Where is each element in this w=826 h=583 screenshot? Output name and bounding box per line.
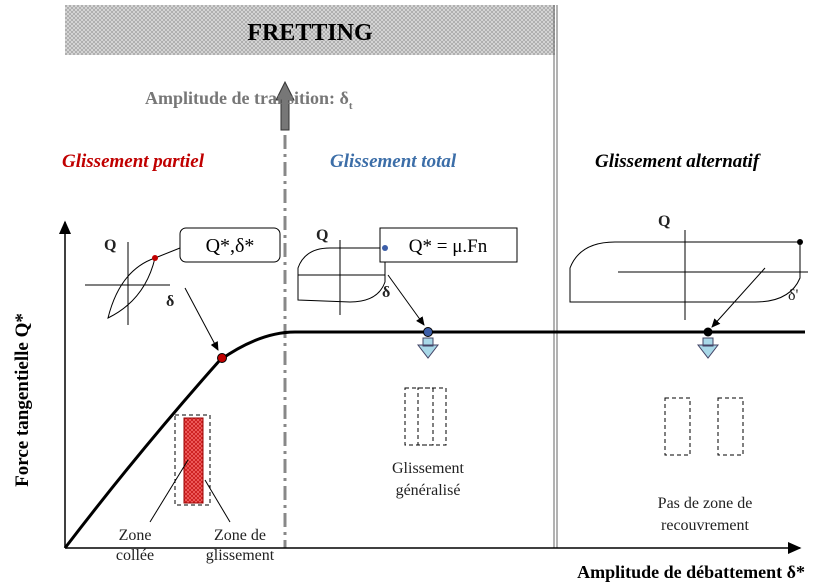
stuck-zone bbox=[183, 417, 204, 504]
general-label: Glissement généralisé bbox=[392, 460, 465, 499]
loop-box: Q* = μ.Fn bbox=[409, 236, 488, 257]
contact-zone bbox=[174, 414, 211, 506]
regime-total: Glissement total bbox=[330, 151, 457, 172]
line: généralisé bbox=[396, 482, 461, 499]
header-band bbox=[65, 5, 555, 55]
point-total bbox=[423, 327, 433, 337]
loop-d: δ' bbox=[788, 287, 799, 304]
loop-total bbox=[297, 227, 518, 326]
line: collée bbox=[116, 547, 154, 564]
regime-alternating: Glissement alternatif bbox=[595, 151, 761, 172]
transition-arrow bbox=[275, 80, 295, 131]
line: Zone bbox=[119, 527, 152, 544]
down-arrow bbox=[696, 337, 720, 359]
loop-d: δ bbox=[382, 284, 390, 301]
loop-q: Q bbox=[316, 227, 328, 244]
loop-box: Q*,δ* bbox=[206, 235, 255, 257]
slip-label: Zone de glissement bbox=[206, 527, 275, 564]
line: recouvrement bbox=[661, 517, 750, 534]
line: Pas de zone de bbox=[658, 495, 753, 512]
loop-dot bbox=[797, 239, 803, 245]
leader bbox=[204, 479, 231, 523]
curve bbox=[63, 330, 805, 549]
line: Glissement bbox=[392, 460, 465, 477]
point-partial bbox=[217, 353, 227, 363]
contact-zone bbox=[417, 387, 447, 446]
line: glissement bbox=[206, 547, 275, 564]
loop-dot bbox=[152, 255, 158, 261]
loop-alternating bbox=[569, 230, 808, 328]
regime-partial: Glissement partiel bbox=[62, 151, 205, 172]
loop-d: δ bbox=[166, 293, 174, 310]
leader bbox=[149, 459, 189, 523]
loop-q: Q bbox=[104, 237, 116, 254]
point-alternating bbox=[703, 327, 713, 337]
loop-q: Q bbox=[658, 213, 670, 230]
y-axis-label: Force tangentielle Q* bbox=[12, 313, 33, 487]
none-label: Pas de zone de recouvrement bbox=[658, 495, 753, 534]
transition-text: Amplitude de transition: δ bbox=[145, 88, 349, 108]
header-title: FRETTING bbox=[247, 20, 373, 46]
contact-zone bbox=[404, 387, 434, 446]
loop-dot bbox=[382, 245, 388, 251]
down-arrow bbox=[416, 337, 440, 359]
header: FRETTING bbox=[65, 5, 555, 55]
transition-label: Amplitude de transition: δt bbox=[145, 88, 353, 112]
transition-sub: t bbox=[349, 100, 353, 112]
line: Zone de bbox=[214, 527, 266, 544]
x-axis-label: Amplitude de débattement δ* bbox=[577, 562, 805, 582]
contact-zone bbox=[664, 397, 691, 456]
contact-zone bbox=[717, 397, 744, 456]
stuck-label: Zone collée bbox=[116, 527, 154, 564]
loop-partial bbox=[85, 227, 281, 351]
